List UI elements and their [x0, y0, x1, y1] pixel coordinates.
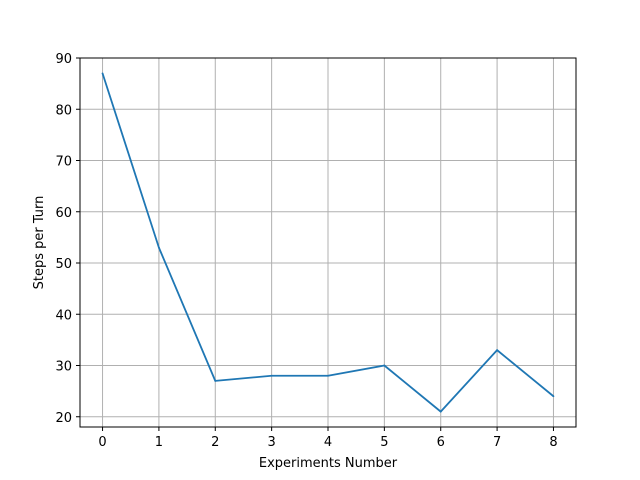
- y-tick-label: 20: [55, 411, 72, 426]
- y-axis-ticks: 20 30 40 50 60 70 80 90: [55, 52, 80, 426]
- y-tick-label: 60: [55, 206, 72, 221]
- y-tick-label: 50: [55, 257, 72, 272]
- y-tick-label: 90: [55, 52, 72, 67]
- data-point: [439, 410, 442, 413]
- data-point: [214, 379, 217, 382]
- y-axis-label: Steps per Turn: [32, 196, 47, 290]
- y-tick-label: 80: [55, 103, 72, 118]
- x-tick-label: 3: [267, 435, 275, 450]
- x-tick-label: 4: [324, 435, 332, 450]
- x-tick-label: 2: [211, 435, 219, 450]
- data-point: [383, 364, 386, 367]
- x-tick-label: 5: [380, 435, 388, 450]
- series-layer: [101, 72, 555, 413]
- data-point: [496, 349, 498, 352]
- y-tick-label: 70: [55, 155, 72, 170]
- data-point: [158, 246, 160, 249]
- y-tick-label: 30: [55, 360, 72, 375]
- data-point: [270, 374, 273, 377]
- x-tick-label: 7: [493, 435, 501, 450]
- data-point: [101, 72, 104, 75]
- data-point: [552, 395, 555, 398]
- x-axis-label: Experiments Number: [259, 456, 398, 471]
- x-tick-label: 0: [98, 435, 106, 450]
- x-tick-label: 8: [549, 435, 557, 450]
- data-point: [327, 374, 329, 377]
- x-tick-label: 6: [437, 435, 445, 450]
- x-tick-label: 1: [155, 435, 163, 450]
- y-tick-label: 40: [55, 308, 72, 323]
- x-axis-ticks: 0 1 2 3 4 5 6 7 8: [98, 427, 558, 450]
